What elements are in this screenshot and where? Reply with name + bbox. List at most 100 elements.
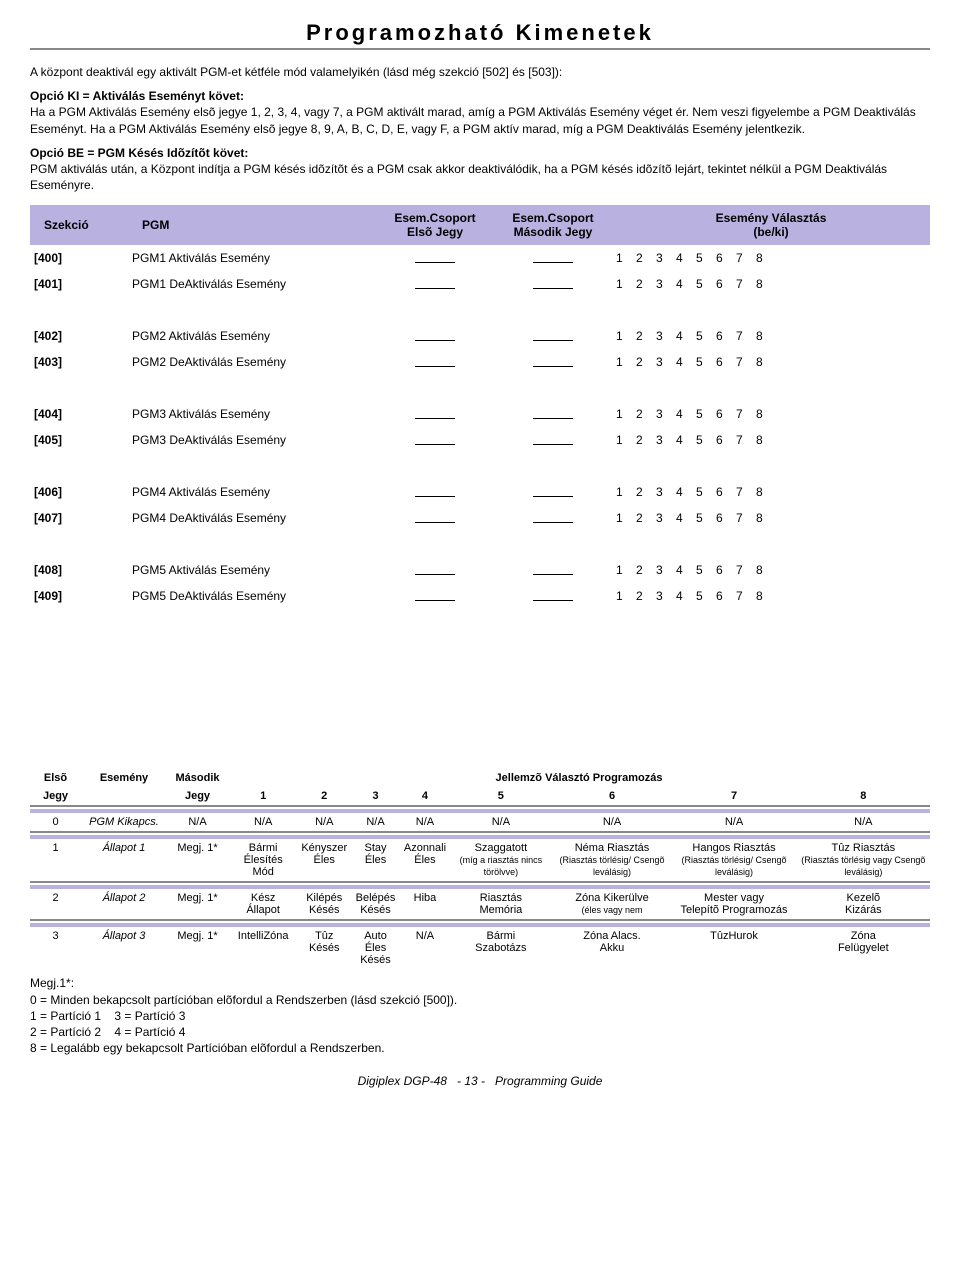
table-row: [407]PGM4 DeAktiválás Esemény 1 2 3 4 5 6… xyxy=(30,505,930,531)
ph-col3b: Jegy xyxy=(167,787,228,806)
prog-cell: N/A xyxy=(553,813,672,832)
prog-cell: Auto ÉlesKésés xyxy=(350,927,401,969)
pgm-name: PGM1 Aktiválás Esemény xyxy=(128,245,376,271)
option-ki-title: Opció KI = Aktiválás Eseményt követ xyxy=(30,89,240,103)
section-code: [404] xyxy=(30,401,128,427)
blank-input[interactable] xyxy=(533,328,573,341)
option-ki-block: Opció KI = Aktiválás Eseményt követ: Ha … xyxy=(30,88,930,137)
prog-cell: N/A xyxy=(350,813,401,832)
header-pgm: PGM xyxy=(128,205,376,245)
section-code: [407] xyxy=(30,505,128,531)
prog-cell: N/A xyxy=(671,813,796,832)
event-select-numbers: 1 2 3 4 5 6 7 8 xyxy=(612,323,930,349)
section-code: [400] xyxy=(30,245,128,271)
blank-input[interactable] xyxy=(415,562,455,575)
table-row: [401]PGM1 DeAktiválás Esemény1 2 3 4 5 6… xyxy=(30,271,930,297)
ph-title: Jellemzõ Választó Programozás xyxy=(228,769,930,787)
prog-cell: Bármi ÉlesítésMód xyxy=(228,839,298,882)
prog-row: 3Állapot 3Megj. 1*IntelliZónaTûzKésésAut… xyxy=(30,927,930,969)
prog-cell: AzonnaliÉles xyxy=(401,839,449,882)
blank-input[interactable] xyxy=(415,432,455,445)
event-select-numbers: 1 2 3 4 5 6 7 8 xyxy=(612,479,930,505)
prog-cell: TûzHurok xyxy=(671,927,796,969)
blank-input[interactable] xyxy=(415,406,455,419)
prog-cell: N/A xyxy=(228,813,298,832)
pgm-name: PGM2 Aktiválás Esemény xyxy=(128,323,376,349)
notes-heading: Megj.1*: xyxy=(30,976,74,990)
blank-input[interactable] xyxy=(533,250,573,263)
prog-cell: KészÁllapot xyxy=(228,889,298,920)
ph-n7: 7 xyxy=(671,787,796,806)
section-code: [409] xyxy=(30,583,128,609)
pgm-name: PGM4 DeAktiválás Esemény xyxy=(128,505,376,531)
ph-n1: 1 xyxy=(228,787,298,806)
event-select-numbers: 1 2 3 4 5 6 7 8 xyxy=(612,271,930,297)
header-event-select: Esemény Választás(be/ki) xyxy=(612,205,930,245)
blank-input[interactable] xyxy=(533,432,573,445)
page-footer: Digiplex DGP-48 - 13 - Programming Guide xyxy=(30,1074,930,1088)
blank-input[interactable] xyxy=(415,328,455,341)
blank-input[interactable] xyxy=(533,588,573,601)
blank-input[interactable] xyxy=(533,484,573,497)
blank-input[interactable] xyxy=(415,250,455,263)
ph-col1b: Jegy xyxy=(30,787,81,806)
prog-cell: KényszerÉles xyxy=(298,839,350,882)
second-digit-cell: Megj. 1* xyxy=(167,889,228,920)
blank-input[interactable] xyxy=(415,588,455,601)
prog-cell: KilépésKésés xyxy=(298,889,350,920)
pgm-name: PGM5 Aktiválás Esemény xyxy=(128,557,376,583)
prog-cell: N/A xyxy=(797,813,930,832)
event-select-numbers: 1 2 3 4 5 6 7 8 xyxy=(612,401,930,427)
intro-paragraph: A központ deaktivál egy aktivált PGM-et … xyxy=(30,64,930,80)
table-row: [402]PGM2 Aktiválás Esemény 1 2 3 4 5 6 7… xyxy=(30,323,930,349)
blank-input[interactable] xyxy=(533,406,573,419)
header-szekcio: Szekció xyxy=(30,205,128,245)
event-cell: Állapot 3 xyxy=(81,927,167,969)
prog-row: 0PGM Kikapcs.N/AN/AN/AN/AN/AN/AN/AN/AN/A xyxy=(30,813,930,832)
prog-cell: Néma Riasztás(Riasztás törlésig/ Csengõ … xyxy=(553,839,672,882)
option-be-title: Opció BE = PGM Késés Idõzítõt követ xyxy=(30,146,244,160)
second-digit-cell: N/A xyxy=(167,813,228,832)
blank-input[interactable] xyxy=(533,510,573,523)
digit-cell: 2 xyxy=(30,889,81,920)
ph-col2a: Esemény xyxy=(81,769,167,787)
notes-line1: 1 = Partíció 1 3 = Partíció 3 xyxy=(30,1009,185,1023)
notes-block: Megj.1*: 0 = Minden bekapcsolt partíciób… xyxy=(30,975,930,1056)
event-select-numbers: 1 2 3 4 5 6 7 8 xyxy=(612,505,930,531)
section-code: [406] xyxy=(30,479,128,505)
digit-cell: 0 xyxy=(30,813,81,832)
digit-cell: 1 xyxy=(30,839,81,882)
prog-cell: N/A xyxy=(298,813,350,832)
pgm-name: PGM3 Aktiválás Esemény xyxy=(128,401,376,427)
pgm-events-table: Szekció PGM Esem.CsoportElsõ Jegy Esem.C… xyxy=(30,205,930,609)
blank-input[interactable] xyxy=(415,354,455,367)
prog-cell: IntelliZóna xyxy=(228,927,298,969)
event-select-numbers: 1 2 3 4 5 6 7 8 xyxy=(612,557,930,583)
section-code: [403] xyxy=(30,349,128,375)
ph-n8: 8 xyxy=(797,787,930,806)
pgm-name: PGM5 DeAktiválás Esemény xyxy=(128,583,376,609)
prog-cell: StayÉles xyxy=(350,839,401,882)
ph-n4: 4 xyxy=(401,787,449,806)
prog-cell: RiasztásMemória xyxy=(449,889,553,920)
blank-input[interactable] xyxy=(533,354,573,367)
event-cell: Állapot 1 xyxy=(81,839,167,882)
option-be-block: Opció BE = PGM Késés Idõzítõt követ: PGM… xyxy=(30,145,930,194)
page-title: Programozható Kimenetek xyxy=(30,20,930,50)
pgm-name: PGM3 DeAktiválás Esemény xyxy=(128,427,376,453)
header-group1: Esem.CsoportElsõ Jegy xyxy=(376,205,494,245)
prog-row: 2Állapot 2Megj. 1*KészÁllapotKilépésKésé… xyxy=(30,889,930,920)
blank-input[interactable] xyxy=(533,276,573,289)
prog-cell: Hangos Riasztás(Riasztás törlésig/ Cseng… xyxy=(671,839,796,882)
section-code: [402] xyxy=(30,323,128,349)
table-row: [400]PGM1 Aktiválás Esemény1 2 3 4 5 6 7… xyxy=(30,245,930,271)
section-code: [408] xyxy=(30,557,128,583)
blank-input[interactable] xyxy=(415,510,455,523)
blank-input[interactable] xyxy=(533,562,573,575)
blank-input[interactable] xyxy=(415,484,455,497)
pgm-name: PGM1 DeAktiválás Esemény xyxy=(128,271,376,297)
prog-cell: TûzKésés xyxy=(298,927,350,969)
prog-cell: Szaggatott(míg a riasztás nincs törölvve… xyxy=(449,839,553,882)
blank-input[interactable] xyxy=(415,276,455,289)
table-row: [406]PGM4 Aktiválás Esemény1 2 3 4 5 6 7… xyxy=(30,479,930,505)
